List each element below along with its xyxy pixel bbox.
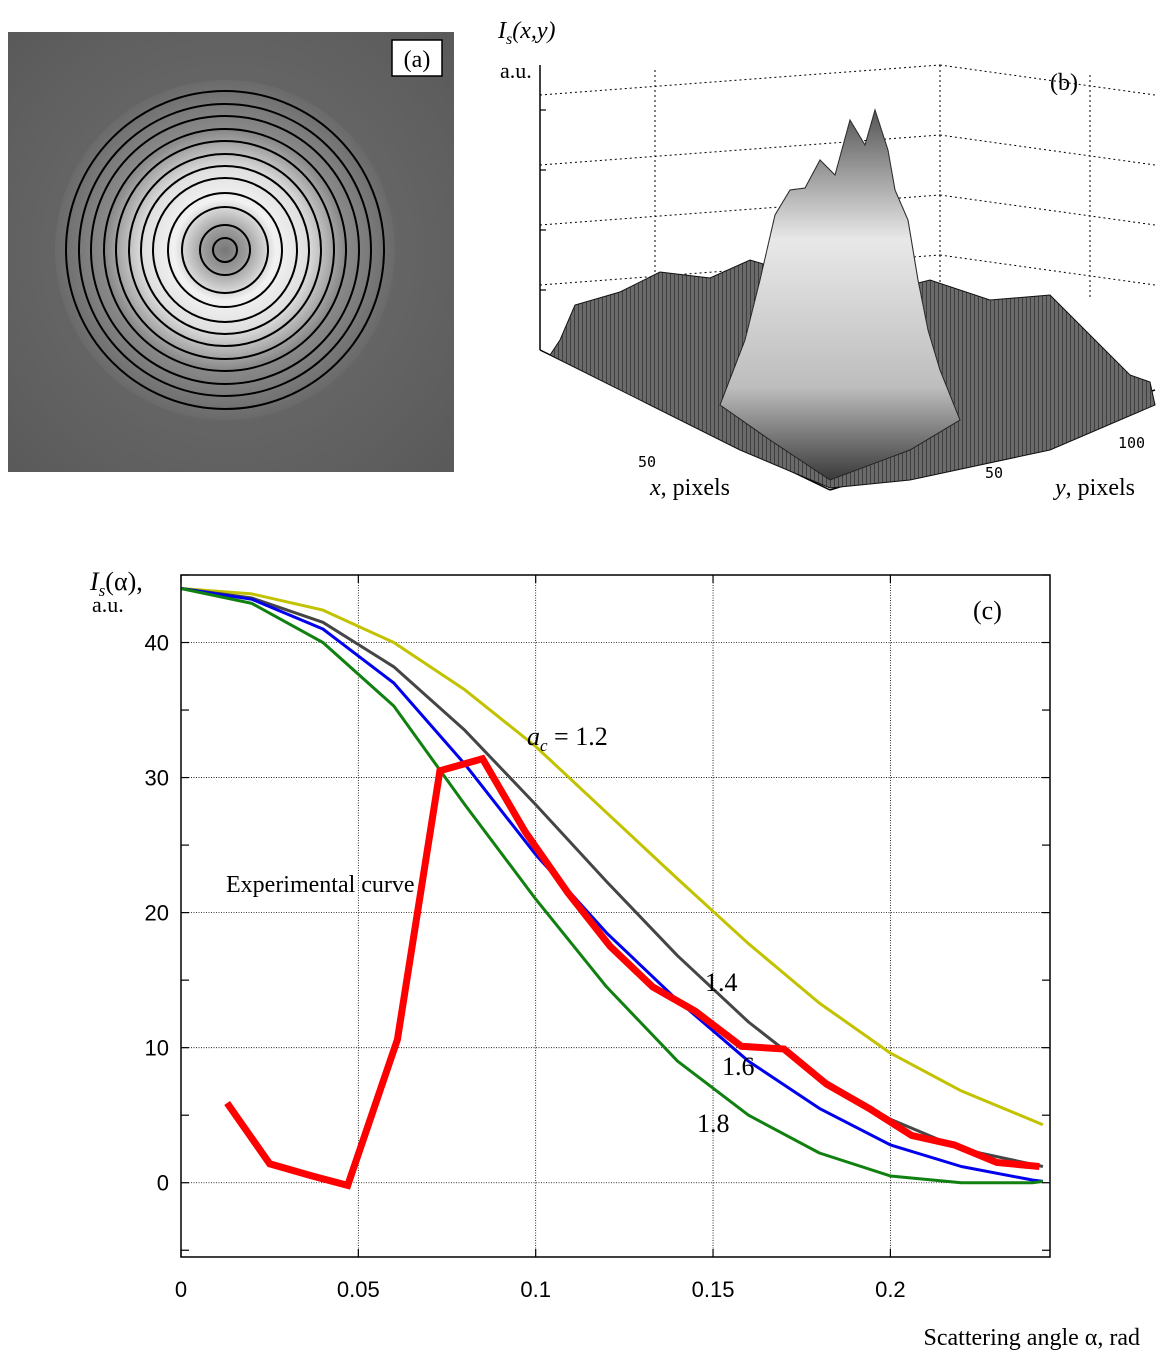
x-tick-50: 50 <box>638 453 656 471</box>
y-axis-unit: a.u. <box>92 592 124 617</box>
z-axis-label: Is(x,y) <box>497 18 556 48</box>
ring-4 <box>167 192 283 308</box>
series-label-1-4: 1.4 <box>705 968 738 997</box>
ring-1 <box>212 237 238 263</box>
series-line-experimental-curve <box>224 754 1040 1190</box>
x-tick-label: 0.15 <box>692 1277 735 1302</box>
x-axis-label: Scattering angle α, rad <box>924 1325 1141 1351</box>
ring-12 <box>65 90 385 410</box>
series-line-1-8 <box>180 587 1044 1185</box>
ring-11 <box>78 103 372 397</box>
x-tick-label: 0 <box>175 1277 187 1302</box>
panel-b-label: (b) <box>1050 70 1078 96</box>
y-tick-label: 30 <box>145 766 169 791</box>
chart-series <box>180 587 1044 1190</box>
panel-b-surface: Is(x,y) a.u. (b) 50 50 100 x, pixels y, … <box>490 10 1168 510</box>
series-label-1-2: ac = 1.2 <box>527 722 608 755</box>
series-line-1-6 <box>180 587 1044 1183</box>
panel-a-label-box <box>391 39 443 77</box>
x-tick-label: 0.05 <box>337 1277 380 1302</box>
y-tick-label: 0 <box>157 1171 169 1196</box>
chart-ticks: 0 0.05 0.1 0.15 0.2 0 10 20 30 40 <box>145 574 1050 1302</box>
series-label-1-6: 1.6 <box>722 1052 755 1081</box>
x-tick-label: 0.1 <box>520 1277 551 1302</box>
y-tick-50: 50 <box>985 464 1003 482</box>
series-label-1-8: 1.8 <box>697 1109 730 1138</box>
y-tick-label: 40 <box>145 631 169 656</box>
panel-c-label: (c) <box>973 596 1002 625</box>
ring-9 <box>103 128 347 372</box>
panel-a-image: (a) <box>8 32 454 472</box>
z-axis-unit: a.u. <box>500 58 532 83</box>
series-label-experimental: Experimental curve <box>226 872 415 898</box>
y-axis-label: Is(α), <box>89 567 143 600</box>
ring-5 <box>152 177 298 323</box>
ring-6 <box>140 165 310 335</box>
ring-7 <box>128 153 322 347</box>
ring-8 <box>115 140 335 360</box>
intensity-chart: 0 0.05 0.1 0.15 0.2 0 10 20 30 40 Is(α), a.u. (c)… <box>89 567 1141 1351</box>
x-axis-label: x, pixels <box>649 475 730 501</box>
y-axis-label: y, pixels <box>1053 475 1135 501</box>
panel-a-label: (a) <box>404 47 431 73</box>
series-line-a-c-1-2 <box>180 587 1044 1127</box>
ring-2 <box>199 224 251 276</box>
y-tick-label: 10 <box>145 1036 169 1061</box>
ring-3 <box>181 206 269 294</box>
y-tick-label: 20 <box>145 901 169 926</box>
plot-frame <box>180 574 1051 1258</box>
ring-10 <box>90 115 360 385</box>
x-tick-label: 0.2 <box>875 1277 906 1302</box>
y-tick-100: 100 <box>1118 434 1145 452</box>
scattering-photo: (a) <box>8 32 454 472</box>
surface-plot: Is(x,y) a.u. (b) 50 50 100 x, pixels y, … <box>497 18 1156 501</box>
surface-z-ticks <box>540 109 546 291</box>
panel-c-chart: 0 0.05 0.1 0.15 0.2 0 10 20 30 40 Is(α), a.u. (c)… <box>0 545 1168 1360</box>
